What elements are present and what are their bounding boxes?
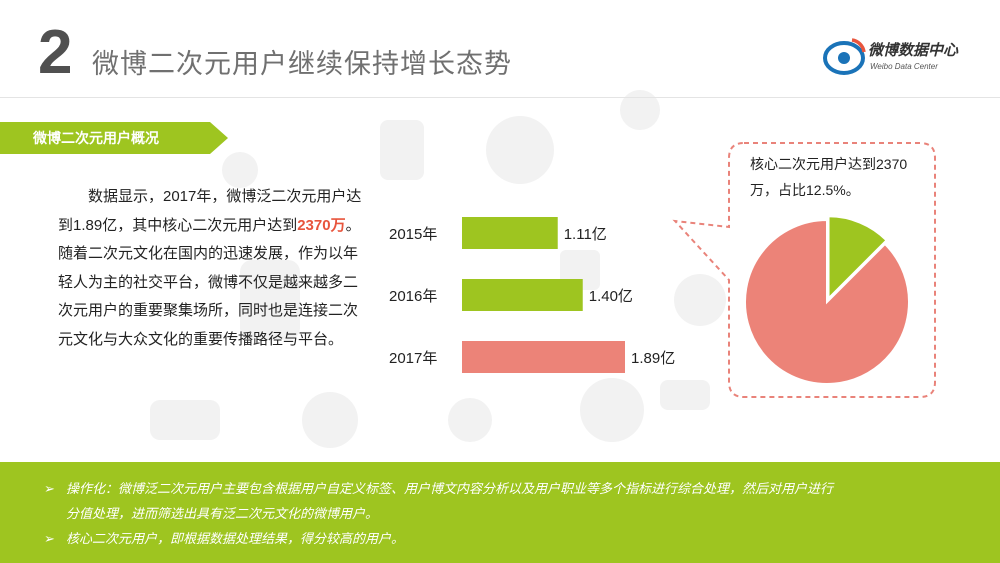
footer-notes: ➢ 操作化：微博泛二次元用户主要包含根据用户自定义标签、用户博文内容分析以及用户职… — [0, 462, 1000, 563]
section-tag: 微博二次元用户概况 — [0, 122, 230, 154]
user-growth-bar-chart: 2015年 1.11亿 2016年 1.40亿 2017年 1.89亿 — [389, 217, 675, 373]
bar-category-label: 2016年 — [389, 288, 437, 305]
title-divider — [0, 97, 1000, 98]
bar-value-label: 1.40亿 — [589, 288, 633, 305]
summary-paragraph: 数据显示，2017年，微博泛二次元用户达到1.89亿，其中核心二次元用户达到23… — [58, 183, 363, 354]
note-1-continued: 分值处理，进而筛选出具有泛二次元文化的微博用户。 — [44, 503, 378, 525]
bar — [462, 217, 558, 249]
pie-slice — [827, 215, 888, 301]
page-title: 微博二次元用户继续保持增长态势 — [92, 49, 512, 79]
paragraph-part-2: 。随着二次元文化在国内的迅速发展，作为以年轻人为主的社交平台，微博不仅是越来越多… — [58, 216, 361, 348]
bar-value-label: 1.11亿 — [564, 226, 607, 243]
logo-name: 微博数据中心 — [868, 42, 959, 59]
bar — [462, 341, 625, 373]
bullet-1: ➢ — [44, 481, 55, 496]
note-1-line-2: 分值处理，进而筛选出具有泛二次元文化的微博用户。 — [66, 506, 379, 521]
bar-category-label: 2017年 — [389, 350, 437, 367]
note-1: ➢ 操作化：微博泛二次元用户主要包含根据用户自定义标签、用户博文内容分析以及用户职… — [44, 478, 833, 500]
pie-slice — [744, 218, 910, 385]
bullet-2: ➢ — [44, 531, 55, 546]
paragraph-part-1: 数据显示，2017年，微博泛二次元用户达到1.89亿，其中核心二次元用户达到 — [58, 188, 362, 234]
bar-category-label: 2015年 — [389, 226, 437, 243]
note-2: ➢ 核心二次元用户，即根据数据处理结果，得分较高的用户。 — [44, 528, 404, 550]
callout-text: 核心二次元用户达到2370万，占比12.5%。 — [750, 156, 908, 198]
logo-subtitle: Weibo Data Center — [870, 62, 938, 71]
note-1-line-1: 操作化：微博泛二次元用户主要包含根据用户自定义标签、用户博文内容分析以及用户职业… — [66, 481, 834, 496]
section-number: 2 — [38, 18, 73, 87]
section-label: 微博二次元用户概况 — [33, 130, 159, 146]
core-user-pie-chart — [744, 215, 910, 385]
bar — [462, 279, 583, 311]
bar-value-label: 1.89亿 — [631, 350, 675, 367]
note-2-text: 核心二次元用户，即根据数据处理结果，得分较高的用户。 — [66, 531, 405, 546]
weibo-eye-logo-icon — [823, 38, 866, 75]
section-tag-arrow — [0, 122, 228, 154]
highlight-value: 2370万 — [297, 216, 346, 234]
